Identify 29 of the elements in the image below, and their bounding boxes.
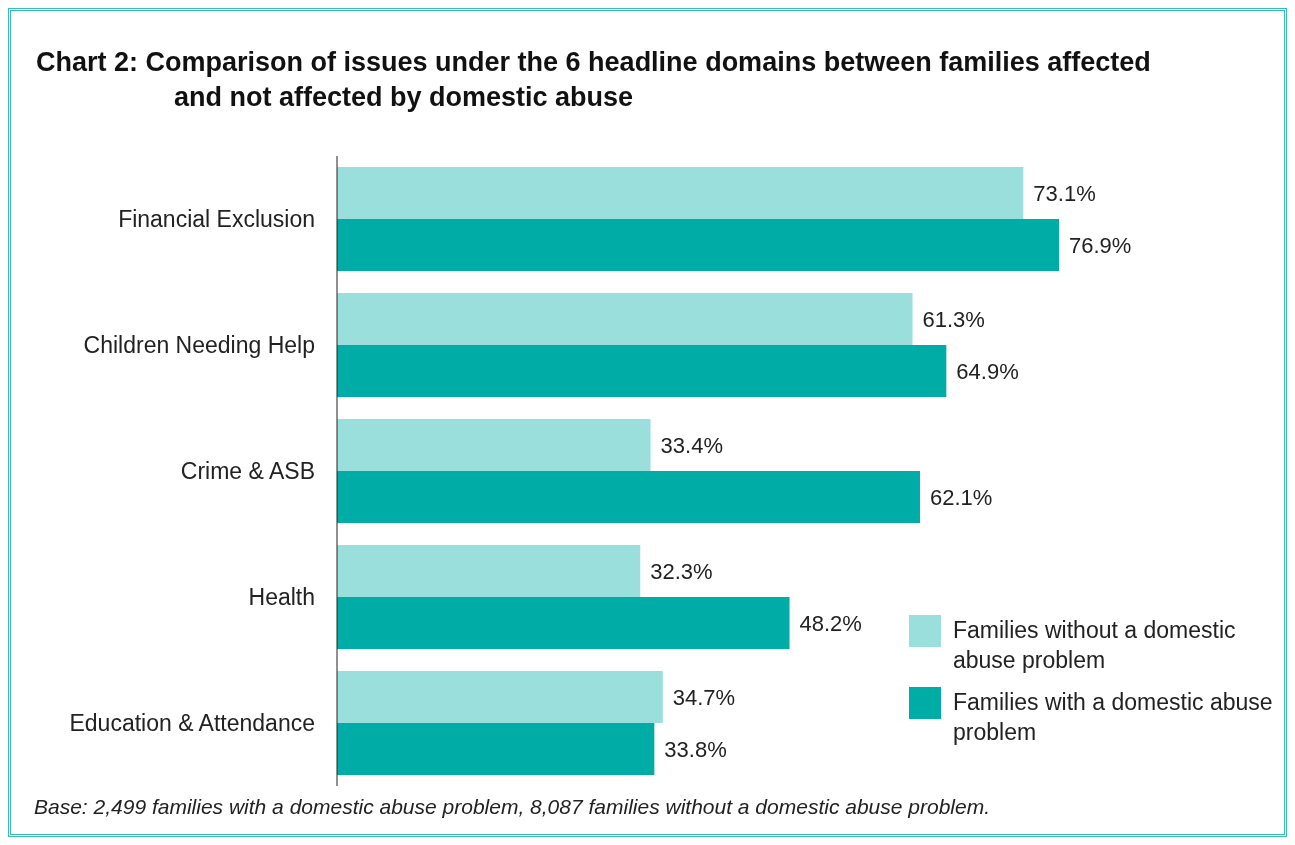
bar [337, 293, 913, 345]
legend-label: Families without a domestic abuse problem [953, 616, 1237, 675]
bar [337, 345, 947, 397]
data-label: 64.9% [956, 358, 1019, 384]
y-tick-label: Health [248, 584, 315, 611]
data-label: 73.1% [1033, 180, 1096, 206]
bar [337, 219, 1059, 271]
bar [337, 545, 641, 597]
bar [337, 671, 663, 723]
data-label: 62.1% [930, 484, 993, 510]
data-label: 32.3% [650, 558, 713, 584]
bar [337, 419, 651, 471]
chart-title: Chart 2: Comparison of issues under the 6 headline domains between families affected and not affected by domestic abuse [36, 46, 1152, 114]
bar [337, 471, 921, 523]
y-tick-label: Crime & ASB [180, 458, 315, 485]
bar [337, 597, 790, 649]
y-tick-label: Children Needing Help [83, 332, 315, 359]
data-label: 76.9% [1069, 232, 1132, 258]
bar [337, 723, 655, 775]
bar [337, 167, 1024, 219]
legend-label: Families with a domestic abuse problem [953, 688, 1274, 747]
data-label: 33.4% [660, 432, 723, 458]
y-tick-label: Financial Exclusion [118, 206, 315, 233]
data-label: 33.8% [664, 736, 727, 762]
text: Base: 2,499 families with a domestic abuse problem, 8,087 families without a domestic abuse problem. [34, 795, 990, 819]
y-tick-label: Education & Attendance [69, 710, 315, 737]
data-label: 48.2% [799, 610, 862, 636]
data-label: 61.3% [922, 306, 985, 332]
data-label: 34.7% [672, 684, 736, 710]
